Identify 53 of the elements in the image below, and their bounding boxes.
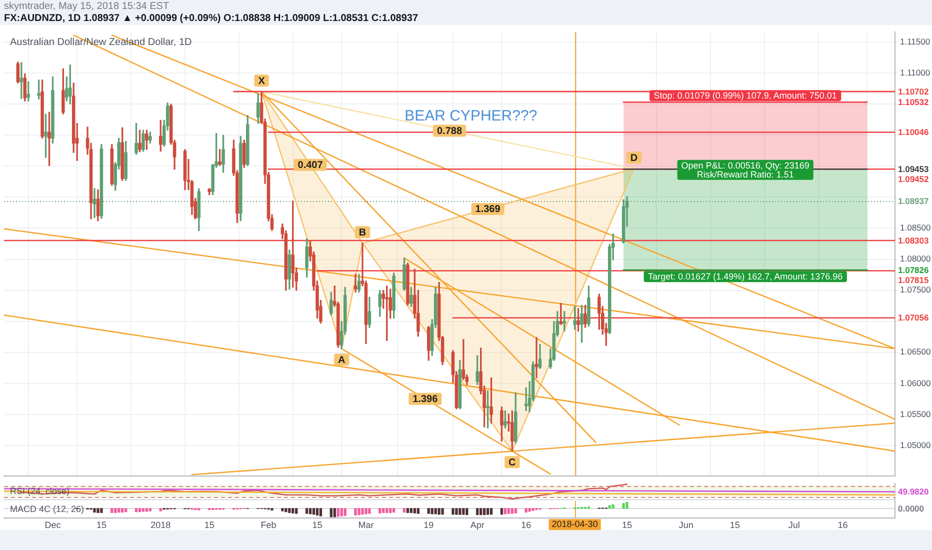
annotation: 0.788 [436, 126, 462, 138]
series-label: 1.09452 [898, 174, 929, 184]
x-tick-label: Apr [470, 520, 484, 530]
text: 1.09453 [898, 164, 929, 174]
y-tick-label: 1.05000 [900, 440, 931, 450]
series-label: 49.9820 [898, 486, 929, 497]
text: BEAR CYPHER??? [404, 108, 538, 125]
series-label: 1.07815 [898, 274, 929, 285]
annotation: Target: 0.01627 (1.49%) 162.7, Amount: 1376.96 [648, 272, 843, 282]
annotation: Open P&L: 0.00516, Qty: 23169 Risk/Reward Ratio: 1.51 [681, 160, 810, 180]
ref-line-label: 1.08937 [898, 196, 929, 206]
ref-line-label: 0.0000 [898, 503, 924, 514]
x-tick-label: Jul [788, 520, 800, 530]
x-tick-label: 15 [622, 520, 632, 530]
annotation: C [508, 457, 516, 468]
x-tick-label: Jun [678, 520, 694, 530]
annotation: 1.396 [412, 394, 438, 406]
x-tick-label: 16 [521, 520, 532, 530]
y-tick-label: 1.06500 [900, 346, 931, 357]
x-tick-label: 15 [730, 520, 740, 530]
x-tick-label: Dec [44, 520, 62, 530]
text: 1.10532 [898, 96, 929, 107]
text: skymtrader, May 15, 2018 15:34 EST [4, 1, 170, 12]
text: FX:AUDNZD, 1D 1.08937 ▲ +0.00099 (+0.09%) O:1.08838 H:1.09009 L:1.08531 C:1.08937 [4, 13, 418, 24]
text: 1.07826 [898, 264, 929, 275]
x-tick-label: 16 [838, 520, 848, 530]
x-tick-label: 19 [424, 520, 434, 530]
annotation: Stop: 0.01079 (0.99%) 107.9, Amount: 750.01 [654, 90, 837, 101]
series-label: 1.10702 [898, 86, 929, 96]
annotation: X [258, 76, 266, 87]
x-tick-label: 15 [312, 520, 322, 530]
x-tick-label: 2018 [150, 520, 171, 530]
y-tick-label: 1.08000 [900, 254, 931, 264]
y-tick-label: 1.05500 [900, 408, 931, 419]
annotation: 1.369 [475, 204, 501, 216]
y-tick-label: 1.11000 [900, 67, 930, 78]
annotation: 0.407 [298, 160, 324, 172]
y-tick-label: 1.07500 [900, 284, 931, 295]
annotation: D [630, 152, 638, 164]
chart-title: MACD 4C (12, 26) [10, 504, 84, 514]
y-tick-label: 1.06000 [900, 378, 931, 388]
x-tick-label: Feb [260, 520, 276, 530]
y-tick-label: 1.11500 [900, 36, 930, 46]
x-tick-label: 15 [204, 520, 214, 530]
ref-line-label: 2018-04-30 [552, 518, 598, 529]
annotation: A [338, 354, 346, 366]
x-tick-label: 15 [96, 520, 106, 530]
x-tick-label: Mar [358, 520, 374, 530]
y-tick-label: 1.08500 [900, 222, 931, 233]
series-label: 1.08303 [898, 235, 929, 246]
series-label: 1.10046 [898, 127, 929, 138]
annotation: B [358, 227, 366, 238]
series-label: 1.07056 [898, 312, 929, 323]
